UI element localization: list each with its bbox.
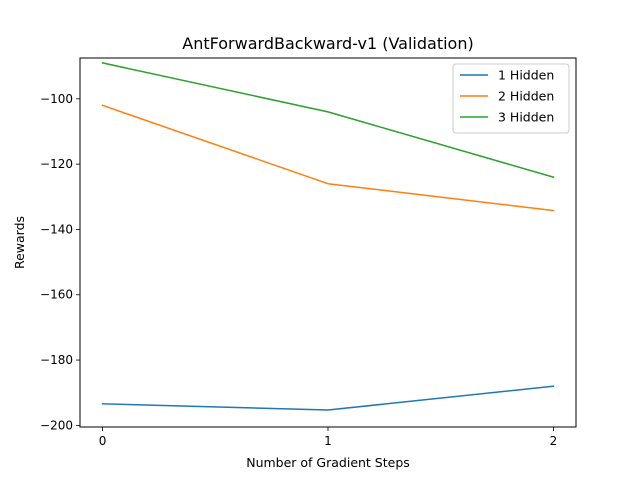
y-tick-label-4: −120 xyxy=(40,157,73,171)
legend-label-3: 3 Hidden xyxy=(498,110,554,125)
legend-label-2: 2 Hidden xyxy=(498,89,554,104)
series-line-3 xyxy=(101,62,555,179)
x-tick-label-1: 1 xyxy=(324,434,332,448)
legend-label-1: 1 Hidden xyxy=(498,68,554,83)
series-line-2 xyxy=(101,104,555,212)
x-tick-label-0: 0 xyxy=(99,434,107,448)
plot-lines xyxy=(101,62,555,411)
x-axis-label: Number of Gradient Steps xyxy=(246,455,410,470)
legend: 1 Hidden 2 Hidden 3 Hidden xyxy=(452,63,570,134)
y-axis: −200 −180 −160 −140 −120 −100 xyxy=(40,92,80,432)
x-tick-label-2: 2 xyxy=(550,434,558,448)
legend-box xyxy=(452,63,570,134)
y-tick-label-2: −160 xyxy=(40,288,73,302)
y-tick-label-0: −200 xyxy=(40,418,73,432)
series-line-1 xyxy=(101,385,555,411)
x-axis: 0 1 2 xyxy=(99,427,558,448)
y-tick-label-1: −180 xyxy=(40,353,73,367)
y-tick-label-3: −140 xyxy=(40,222,73,236)
y-axis-label: Rewards xyxy=(12,216,27,269)
chart-title: AntForwardBackward-v1 (Validation) xyxy=(182,34,473,53)
y-tick-label-5: −100 xyxy=(40,92,73,106)
